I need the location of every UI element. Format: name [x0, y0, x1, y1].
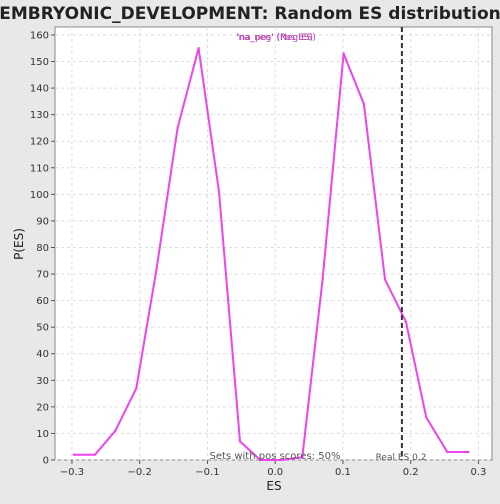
x-axis-label: ES — [266, 479, 281, 493]
x-tick-label: 0.0 — [267, 467, 283, 478]
data-point — [155, 267, 158, 270]
x-tick-label: −0.3 — [60, 467, 84, 478]
y-axis: 0 10 20 30 40 50 60 70 80 90 100 110 120 130 140 150 160 — [30, 30, 55, 467]
y-tick-label: 130 — [30, 110, 49, 121]
x-axis: −0.3 −0.2 −0.1 0.0 0.1 0.2 0.3 — [60, 460, 486, 478]
annotation: Sets with pos scores: 50% — [210, 451, 341, 462]
data-point — [259, 458, 262, 462]
data-point — [72, 453, 76, 456]
grid — [55, 27, 492, 461]
plot-area — [54, 26, 493, 461]
x-tick-label: 0.1 — [335, 467, 351, 478]
legend-pos: 'na_pos' (Pos ES) — [237, 33, 313, 43]
marker-label: Real ES 0.2 — [376, 453, 427, 463]
data-point — [280, 458, 283, 462]
data-point — [321, 278, 324, 281]
y-tick-label: 110 — [30, 163, 49, 174]
y-tick-label: 60 — [36, 296, 49, 307]
data-point — [362, 102, 366, 106]
x-tick-label: −0.1 — [195, 467, 219, 478]
series-line — [74, 47, 469, 461]
y-tick-label: 100 — [30, 190, 49, 201]
y-tick-label: 160 — [30, 30, 49, 41]
y-tick-label: 150 — [30, 57, 49, 68]
data-point — [425, 416, 428, 419]
data-point — [114, 429, 117, 432]
data-point — [404, 320, 408, 324]
y-tick-label: 120 — [30, 137, 49, 148]
y-axis-label: P(ES) — [12, 228, 26, 260]
y-tick-label: 140 — [30, 84, 49, 95]
y-tick-label: 90 — [36, 216, 49, 227]
y-tick-label: 70 — [36, 270, 49, 281]
data-point — [217, 190, 221, 193]
series-layer — [72, 47, 470, 462]
y-tick-label: 0 — [43, 456, 49, 467]
y-tick-label: 30 — [36, 376, 49, 387]
data-point — [238, 440, 242, 443]
data-point — [301, 456, 304, 459]
x-tick-label: 0.3 — [470, 467, 486, 478]
data-point — [383, 278, 387, 281]
data-point — [342, 52, 345, 55]
data-point — [93, 453, 97, 456]
y-tick-label: 10 — [36, 429, 49, 440]
y-tick-label: 50 — [36, 323, 49, 334]
data-point — [135, 387, 138, 390]
data-point — [197, 47, 200, 50]
x-tick-label: −0.2 — [128, 467, 152, 478]
y-tick-label: 80 — [36, 243, 49, 254]
y-tick-label: 40 — [36, 349, 49, 360]
x-tick-label: 0.2 — [403, 467, 419, 478]
data-point — [446, 450, 449, 454]
y-tick-label: 20 — [36, 402, 49, 413]
chart-title: EMBRYONIC_DEVELOPMENT: Random ES distrib… — [0, 4, 500, 24]
data-point — [176, 126, 179, 130]
legend-neg: 'na_neg' (Neg ES) — [236, 33, 316, 43]
data-point — [467, 450, 470, 454]
